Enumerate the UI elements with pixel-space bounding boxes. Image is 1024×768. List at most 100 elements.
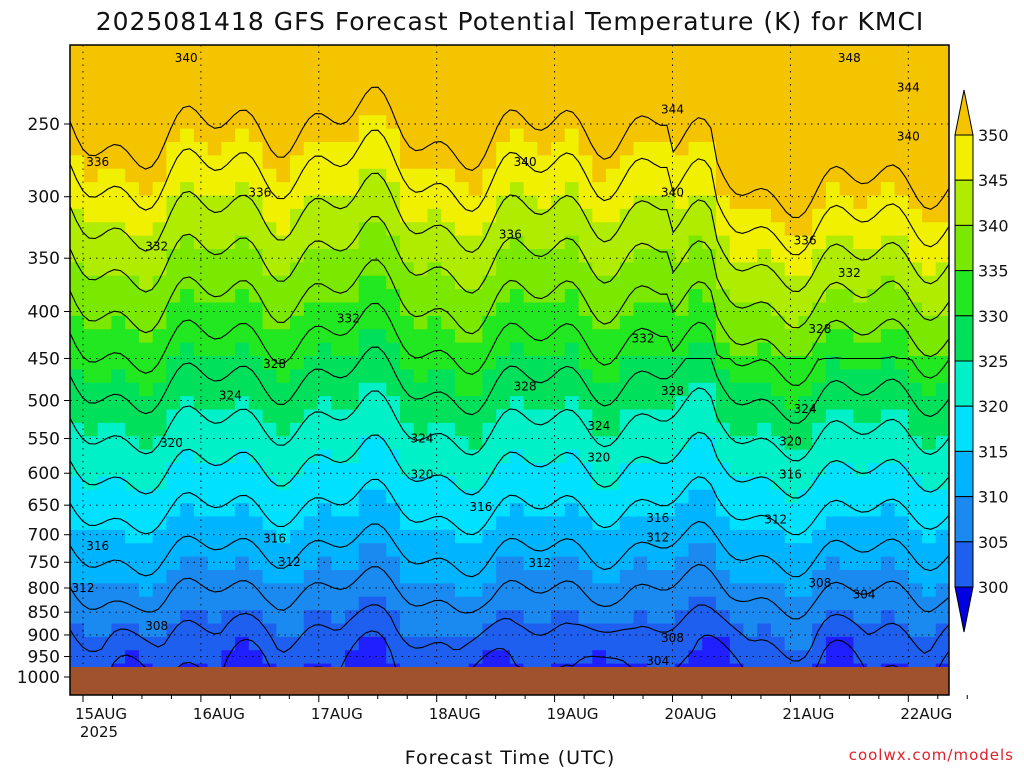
heat-cell [399,128,415,143]
heat-cell [509,289,525,304]
heat-cell [290,168,305,183]
heat-cell [97,208,113,223]
heat-cell [798,155,813,170]
heat-cell [908,275,923,290]
heat-cell [798,48,813,63]
heat-cell [564,396,580,411]
heat-cell [180,75,195,90]
heat-cell [523,556,538,571]
heat-cell [592,636,607,651]
heat-cell [496,369,511,384]
heat-cell [152,88,168,103]
heat-cell [894,302,909,317]
heat-cell [496,476,511,491]
contour-label: 316 [779,468,802,482]
heat-cell [345,516,360,531]
heat-cell [729,409,745,424]
heat-cell [441,636,456,651]
heat-cell [688,262,703,277]
heat-cell [166,436,181,451]
heat-cell [248,449,264,464]
heat-cell [70,355,85,370]
heat-cell [413,636,429,651]
heat-cell [248,489,264,504]
heat-cell [867,569,882,584]
heat-cell [647,168,662,183]
heat-cell [193,302,209,317]
heat-cell [715,462,731,477]
heat-cell [454,289,470,304]
heat-cell [152,315,168,330]
heat-cell [647,61,662,76]
heat-cell [496,489,511,504]
heat-cell [331,195,346,210]
heat-cell [537,476,552,491]
heat-cell [606,650,621,665]
heat-cell [441,222,456,237]
heat-cell [564,543,580,558]
heat-cell [853,302,868,317]
heat-cell [853,182,868,197]
heat-cell [399,369,415,384]
heat-cell [262,128,277,143]
heat-cell [537,262,552,277]
heat-cell [606,436,621,451]
heat-cell [661,503,676,518]
heat-cell [180,302,195,317]
heat-cell [935,543,949,558]
heat-cell [496,556,511,571]
heat-cell [578,462,593,477]
heat-cell [386,195,401,210]
heat-cell [248,128,264,143]
heat-cell [358,88,374,103]
heat-cell [97,369,113,384]
heat-cell [413,516,429,531]
heat-cell [441,489,456,504]
heat-cell [922,88,937,103]
heat-cell [83,529,99,544]
heat-cell [922,596,937,611]
heat-cell [372,75,387,90]
heat-cell [303,289,319,304]
contour-label: 336 [794,234,817,248]
heat-cell [935,45,949,49]
heat-cell [935,315,949,330]
heat-cell [922,208,937,223]
heat-cell [537,302,552,317]
heat-cell [757,529,772,544]
heat-cell [674,61,690,76]
heat-cell [798,128,813,143]
heat-cell [729,168,745,183]
heat-cell [496,141,511,156]
heat-cell [812,262,827,277]
heat-cell [922,235,937,250]
heat-cell [125,222,140,237]
heat-cell [825,222,841,237]
heat-cell [853,543,868,558]
heat-cell [606,195,621,210]
heat-cell [166,543,181,558]
heat-cell [757,409,772,424]
heat-cell [674,409,690,424]
heat-cell [138,329,154,344]
heat-cell [812,543,827,558]
heat-cell [317,422,332,437]
heat-cell [922,128,937,143]
heat-cell [152,610,168,625]
heat-cell [537,289,552,304]
heat-cell [592,516,607,531]
heat-cell [207,235,222,250]
heat-cell [97,503,113,518]
heat-cell [537,275,552,290]
heat-cell [935,141,949,156]
heat-cell [894,369,909,384]
heat-cell [551,583,566,598]
heat-cell [276,396,291,411]
heat-cell [551,623,566,638]
heat-cell [180,476,195,491]
heat-cell [839,302,854,317]
heat-cell [111,610,126,625]
heat-cell [729,208,745,223]
heat-cell [111,275,126,290]
heat-cell [688,88,703,103]
